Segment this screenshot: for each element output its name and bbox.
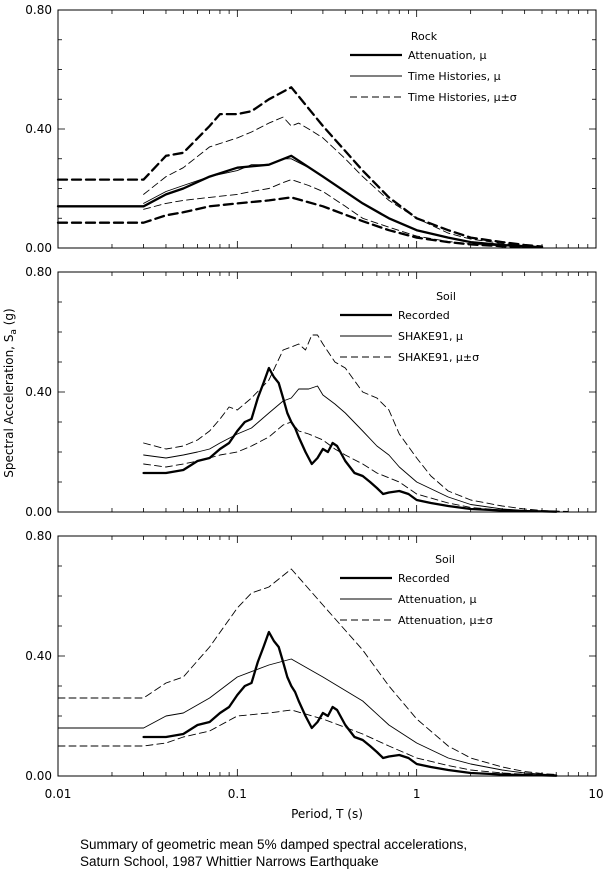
legend-title: Rock	[411, 30, 438, 43]
legend-label: Time Histories, μ	[407, 70, 501, 83]
caption-line-1: Summary of geometric mean 5% damped spec…	[80, 837, 468, 852]
series-line-6	[56, 196, 544, 249]
series-line-1	[142, 366, 558, 513]
series-line-2	[143, 385, 557, 512]
series-line-5	[56, 86, 544, 248]
y-tick-label: 0.00	[25, 241, 52, 255]
series-line-3	[143, 334, 569, 512]
legend-label: Recorded	[398, 572, 450, 585]
legend-label: Time Histories, μ±σ	[407, 91, 517, 104]
legend-label: Attenuation, μ	[408, 49, 486, 62]
y-axis-label: Spectral Acceleration, Sa (g)	[2, 308, 19, 477]
legend-title: Soil	[436, 290, 456, 303]
legend: Soil Recorded SHAKE91, μ SHAKE91, μ±σ	[340, 290, 479, 364]
series-line-2	[143, 158, 543, 248]
series-line-2	[57, 658, 557, 776]
y-tick-label: 0.80	[25, 3, 52, 17]
series-line-3	[143, 116, 543, 248]
caption-line-2: Saturn School, 1987 Whittier Narrows Ear…	[80, 854, 379, 869]
legend-label: SHAKE91, μ±σ	[398, 351, 479, 364]
series-line-4	[143, 179, 543, 248]
y-tick-label: 0.80	[25, 529, 52, 543]
x-tick-label: 0.01	[45, 787, 72, 801]
x-tick-label: 1	[413, 787, 421, 801]
y-tick-label: 0.40	[25, 122, 52, 136]
series-line-4	[57, 709, 543, 776]
legend: Rock Attenuation, μ Time Histories, μ Time …	[350, 30, 517, 104]
y-tick-label: 0.80	[25, 265, 52, 279]
series-line-1	[56, 154, 544, 249]
legend-label: Attenuation, μ±σ	[398, 614, 493, 627]
x-tick-label: 0.1	[228, 787, 247, 801]
figure-caption: Summary of geometric mean 5% damped spec…	[80, 836, 600, 870]
plot-frame	[57, 535, 597, 777]
legend-label: SHAKE91, μ	[398, 330, 463, 343]
panel-3: 0.00 0.40 0.80 Soil Recorded Attenuation, μ At…	[25, 529, 597, 783]
x-tick-label: 10	[588, 787, 603, 801]
y-tick-label: 0.00	[25, 505, 52, 519]
panel-1: 0.00 0.40 0.80 Rock Attenuation, μ Time Histo…	[25, 3, 597, 255]
x-axis-label: Period, T (s)	[291, 807, 363, 821]
legend: Soil Recorded Attenuation, μ Attenuation, μ…	[340, 553, 493, 627]
plot-frame	[57, 271, 597, 513]
y-tick-label: 0.40	[25, 385, 52, 399]
legend-title: Soil	[435, 553, 455, 566]
y-tick-label: 0.00	[25, 769, 52, 783]
legend-label: Recorded	[398, 309, 450, 322]
series-line-1	[142, 630, 558, 777]
legend-label: Attenuation, μ	[398, 593, 476, 606]
series-line-4	[143, 421, 543, 512]
y-tick-label: 0.40	[25, 649, 52, 663]
panel-2: 0.00 0.40 0.80 Soil Recorded SHAKE91, μ SHAKE9…	[25, 265, 597, 519]
series-line-3	[57, 568, 557, 775]
